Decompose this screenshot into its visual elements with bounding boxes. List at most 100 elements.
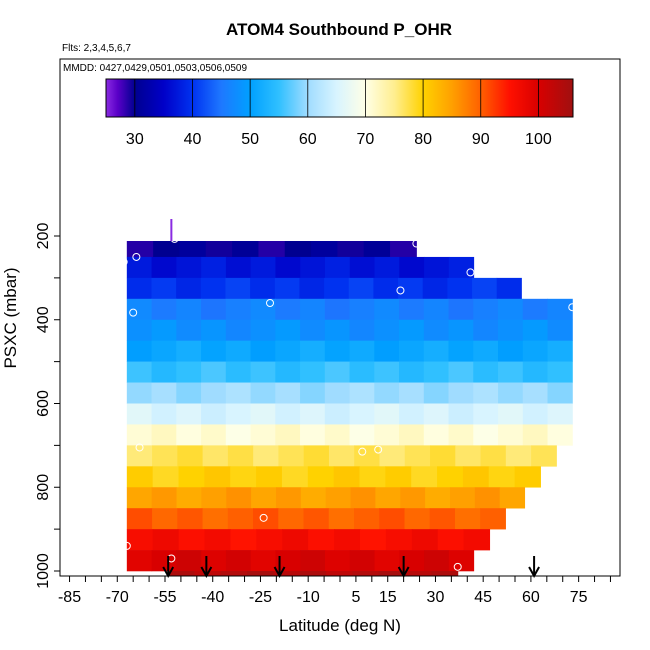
heatmap-cell [274, 277, 300, 300]
flights-note: Flts: 2,3,4,5,6,7 [62, 43, 131, 54]
x-tick-label: 45 [474, 589, 492, 606]
mmdd-note: MMDD: 0427,0429,0501,0503,0506,0509 [63, 63, 247, 74]
heatmap-cell [230, 529, 257, 551]
heatmap-cell [385, 529, 413, 551]
heatmap-cell [275, 403, 301, 425]
heatmap-cell [454, 508, 481, 530]
heatmap-cell [430, 445, 456, 467]
heatmap-cell [126, 382, 153, 404]
heatmap-cell [300, 424, 326, 446]
heatmap-cell [349, 361, 375, 383]
heatmap-cell [151, 256, 177, 279]
heatmap-cell [126, 508, 153, 530]
heatmap-cell [227, 445, 254, 467]
observation-point [129, 308, 138, 317]
heatmap-cell [496, 277, 522, 300]
heatmap-cell [448, 403, 474, 425]
heatmap-cell [152, 508, 178, 530]
heatmap-cell [349, 319, 375, 341]
heatmap-cell [324, 319, 351, 341]
flight-arrow [528, 556, 540, 579]
heatmap-cell [390, 241, 417, 258]
heatmap-cell [126, 241, 154, 258]
y-tick-label: 1000 [35, 553, 52, 589]
heatmap-cell [448, 340, 474, 362]
heatmap-cell [126, 550, 153, 572]
x-tick-label: 15 [379, 589, 397, 606]
heatmap-cell [258, 241, 286, 258]
heatmap-cell [473, 403, 499, 425]
heatmap-cell [547, 298, 573, 321]
heatmap-cell [349, 382, 375, 404]
heatmap-cell [385, 466, 412, 488]
heatmap-cell [399, 403, 425, 425]
heatmap-cell [300, 550, 326, 572]
heatmap-cell [423, 382, 450, 404]
x-tick-label: -55 [153, 589, 176, 606]
heatmap-cell [498, 298, 524, 321]
heatmap-cell [253, 508, 279, 530]
heatmap-cell [201, 424, 227, 446]
heatmap-cell [480, 508, 506, 530]
heatmap-cell [514, 466, 541, 488]
heatmap-cell [498, 319, 524, 341]
heatmap-cell [498, 361, 524, 383]
heatmap-cell [547, 382, 573, 404]
observation-points [119, 219, 577, 571]
heatmap-cell [126, 424, 153, 446]
heatmap-cell [300, 319, 326, 341]
heatmap-cell [363, 241, 391, 258]
colorbar-tick-label: 100 [525, 131, 552, 148]
heatmap-cell [126, 340, 153, 362]
heatmap-cell [349, 424, 375, 446]
heatmap-cell [547, 424, 573, 446]
colorbar-tick-label: 30 [126, 131, 144, 148]
heatmap-cell [176, 277, 202, 300]
heatmap-cell [126, 445, 153, 467]
heatmap-cell [325, 256, 351, 279]
heatmap-cell [300, 361, 326, 383]
heatmap-cell [547, 361, 573, 383]
heatmap-cell [472, 277, 498, 300]
heatmap-cell [488, 466, 516, 488]
heatmap-cell [405, 571, 432, 577]
heatmap-cell [225, 361, 252, 383]
x-axis: -85 -70 -55 -40 -25 -10 5 15 30 45 60 75 [58, 576, 611, 606]
heatmap-cell [300, 487, 327, 509]
observation-point [396, 286, 405, 295]
colorbar-tick-label: 90 [472, 131, 490, 148]
observation-point [358, 447, 367, 456]
heatmap-cell [201, 256, 227, 279]
heatmap-cell [151, 277, 177, 300]
heatmap-rows [126, 241, 573, 577]
heatmap-cell [437, 529, 465, 551]
heatmap-cell [176, 403, 202, 425]
y-axis-label: PSXC (mbar) [1, 267, 20, 368]
heatmap-cell [225, 382, 252, 404]
heatmap-cell [275, 340, 301, 362]
heatmap-cell [152, 529, 180, 551]
heatmap-cell [284, 241, 312, 258]
colorbar-tick-label: 70 [357, 131, 375, 148]
heatmap-cell [176, 550, 202, 572]
heatmap-cell [473, 340, 499, 362]
heatmap-cell [126, 319, 153, 341]
heatmap-cell [225, 340, 252, 362]
observation-point [266, 299, 274, 307]
heatmap-cell [204, 529, 231, 551]
heatmap-cell [126, 403, 153, 425]
colorbar-gradient [105, 78, 574, 118]
heatmap-cell [423, 361, 450, 383]
heatmap-cell [300, 340, 326, 362]
x-tick-label: 60 [522, 589, 540, 606]
heatmap-cell [278, 445, 305, 467]
heatmap-cell [256, 466, 283, 488]
heatmap-cell [275, 382, 301, 404]
heatmap-cell [176, 319, 202, 341]
observation-point [259, 513, 268, 522]
heatmap-cell [398, 277, 424, 300]
heatmap-cell [250, 298, 276, 321]
observation-point [135, 443, 144, 452]
heatmap-cell [522, 319, 549, 341]
heatmap-cell [275, 256, 301, 279]
